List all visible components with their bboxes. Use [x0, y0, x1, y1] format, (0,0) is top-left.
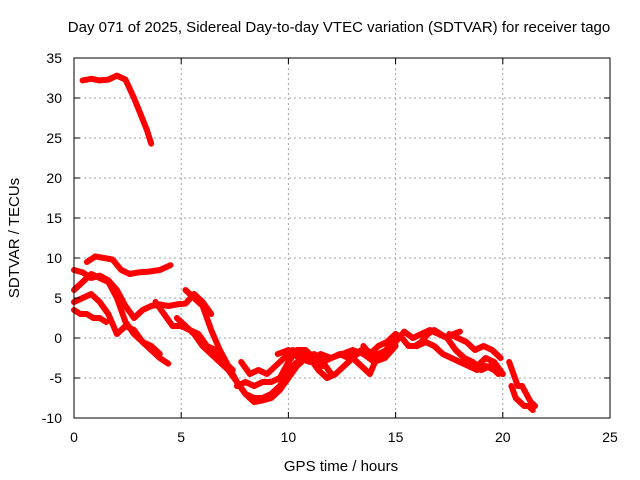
- data-series-group: [71, 72, 538, 413]
- y-tick-label: -5: [50, 370, 63, 386]
- y-tick-label: 30: [46, 90, 62, 106]
- series-line-arc4: [71, 267, 215, 321]
- y-tick-label: 0: [54, 330, 62, 346]
- y-tick-label: 5: [54, 290, 62, 306]
- x-tick-label: 5: [177, 429, 185, 445]
- y-tick-label: 25: [46, 130, 62, 146]
- y-tick-label: 10: [46, 250, 62, 266]
- series-line-arc5: [71, 291, 163, 357]
- series-line-arc15: [414, 339, 506, 377]
- series-line-arc17: [456, 351, 506, 377]
- axis-ticks: 0 5 10 15 20 25 -10 -5 0 5 10 15 20 25 30 35: [42, 50, 618, 445]
- y-axis-label: SDTVAR / TECUs: [6, 178, 23, 298]
- grid-lines: [74, 58, 610, 418]
- x-tick-label: 15: [388, 429, 404, 445]
- series-line-arc19: [508, 383, 536, 413]
- y-tick-label: 35: [46, 50, 62, 66]
- series-line-arc2: [83, 253, 174, 277]
- chart-title: Day 071 of 2025, Sidereal Day-to-day VTE…: [68, 19, 610, 36]
- series-line-arc6: [71, 307, 110, 325]
- x-tick-label: 10: [281, 429, 297, 445]
- y-tick-label: 20: [46, 170, 62, 186]
- x-axis-label: GPS time / hours: [284, 458, 398, 475]
- x-tick-label: 25: [602, 429, 618, 445]
- y-tick-label: 15: [46, 210, 62, 226]
- plot-frame: [73, 57, 611, 419]
- x-tick-label: 20: [495, 429, 511, 445]
- series-line-arc18: [506, 359, 538, 409]
- series-line-arc16: [446, 331, 504, 361]
- y-tick-label: -10: [42, 410, 62, 426]
- x-tick-label: 0: [70, 429, 78, 445]
- series-line-arc1: [79, 72, 155, 147]
